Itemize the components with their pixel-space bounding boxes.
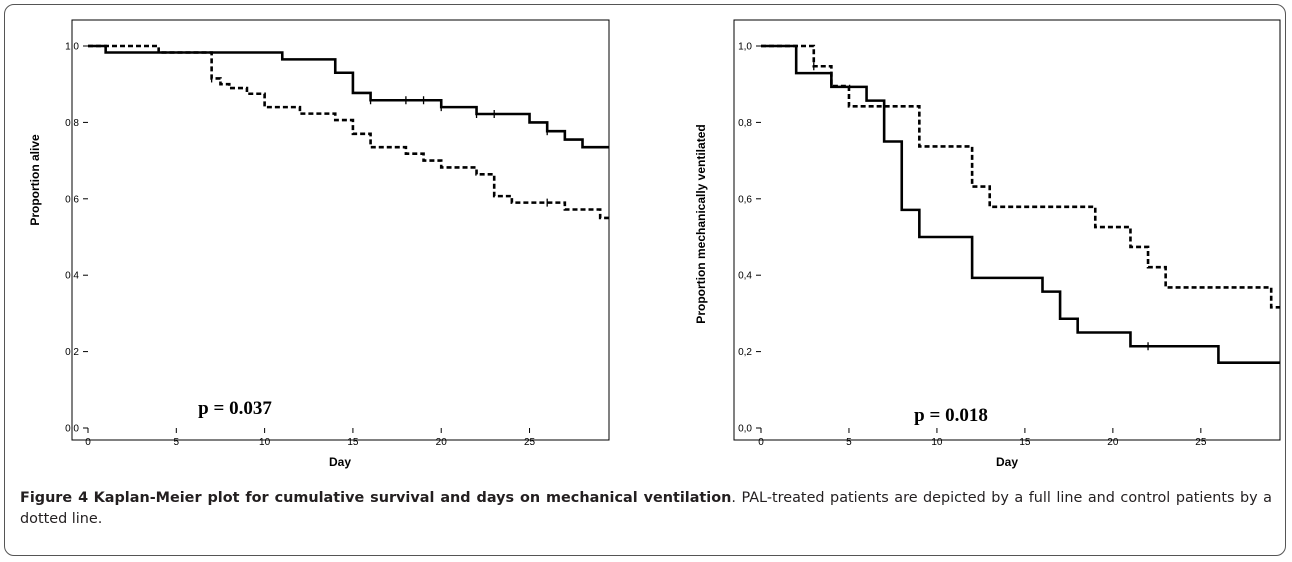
x-tick-label: 20 bbox=[436, 437, 448, 448]
x-tick-label: 10 bbox=[259, 437, 271, 448]
x-tick-label: 0 bbox=[758, 437, 764, 448]
y-tick-label: 0,0 bbox=[738, 424, 752, 435]
caption-text: . PAL-treated patients are depicted by a… bbox=[20, 490, 1272, 527]
x-tick-label: 15 bbox=[347, 437, 359, 448]
p-value-annotation: p = 0.018 bbox=[914, 405, 988, 426]
plot-area bbox=[71, 19, 610, 441]
y-tick-label: 1,0 bbox=[65, 42, 79, 53]
survival-chart: 0 5 10 15 20 25 0,0 0,2 0,4 0,6 0,8 1,0 Day Proport… bbox=[28, 19, 610, 469]
control-curve-dotted bbox=[88, 44, 609, 220]
y-tick-label: 0,2 bbox=[65, 347, 79, 358]
chart-marks bbox=[761, 44, 1280, 364]
y-axis-label: Proportion mechanically ventilated bbox=[694, 124, 708, 323]
survival-chart-panel: 0 5 10 15 20 25 0,0 0,2 0,4 0,6 0,8 1,0 Day Proport… bbox=[0, 0, 620, 470]
y-tick-label: 0,4 bbox=[65, 271, 79, 282]
ventilation-chart: 0 5 10 15 20 25 0,0 0,2 0,4 0,6 0,8 1,0 Day Proport… bbox=[694, 19, 1281, 469]
x-tick-label: 5 bbox=[174, 437, 180, 448]
plot-area bbox=[733, 19, 1281, 441]
y-tick-label: 0,0 bbox=[65, 424, 79, 435]
x-axis-label: Day bbox=[996, 455, 1018, 469]
figure-caption: Figure 4 Kaplan-Meier plot for cumulativ… bbox=[20, 488, 1272, 530]
x-tick-label: 15 bbox=[1019, 437, 1031, 448]
ventilation-chart-panel: 0 5 10 15 20 25 0,0 0,2 0,4 0,6 0,8 1,0 Day Proport… bbox=[650, 0, 1292, 470]
control-curve-dotted bbox=[761, 44, 1280, 309]
x-tick-label: 0 bbox=[85, 437, 91, 448]
y-tick-label: 0,6 bbox=[738, 194, 752, 205]
x-tick-label: 5 bbox=[846, 437, 852, 448]
figure-frame bbox=[4, 4, 1286, 556]
x-tick-label: 10 bbox=[931, 437, 943, 448]
axis-ticks: 0 5 10 15 20 25 0,0 0,2 0,4 0,6 0,8 1,0 bbox=[65, 42, 535, 449]
x-axis-label: Day bbox=[329, 455, 351, 469]
y-axis-label: Proportion alive bbox=[28, 134, 42, 226]
y-tick-label: 0,8 bbox=[738, 118, 752, 129]
axis-ticks: 0 5 10 15 20 25 0,0 0,2 0,4 0,6 0,8 1,0 bbox=[738, 42, 1207, 449]
x-tick-label: 25 bbox=[524, 437, 536, 448]
x-tick-label: 20 bbox=[1107, 437, 1119, 448]
y-tick-label: 0,2 bbox=[738, 347, 752, 358]
y-tick-label: 0,8 bbox=[65, 118, 79, 129]
y-tick-label: 0,4 bbox=[738, 271, 752, 282]
y-tick-label: 1,0 bbox=[738, 42, 752, 53]
chart-marks bbox=[88, 44, 609, 220]
caption-label: Figure 4 bbox=[20, 490, 89, 506]
y-tick-label: 0,6 bbox=[65, 194, 79, 205]
p-value-annotation: p = 0.037 bbox=[198, 398, 272, 419]
caption-title: Kaplan-Meier plot for cumulative surviva… bbox=[93, 490, 732, 506]
x-tick-label: 25 bbox=[1195, 437, 1207, 448]
